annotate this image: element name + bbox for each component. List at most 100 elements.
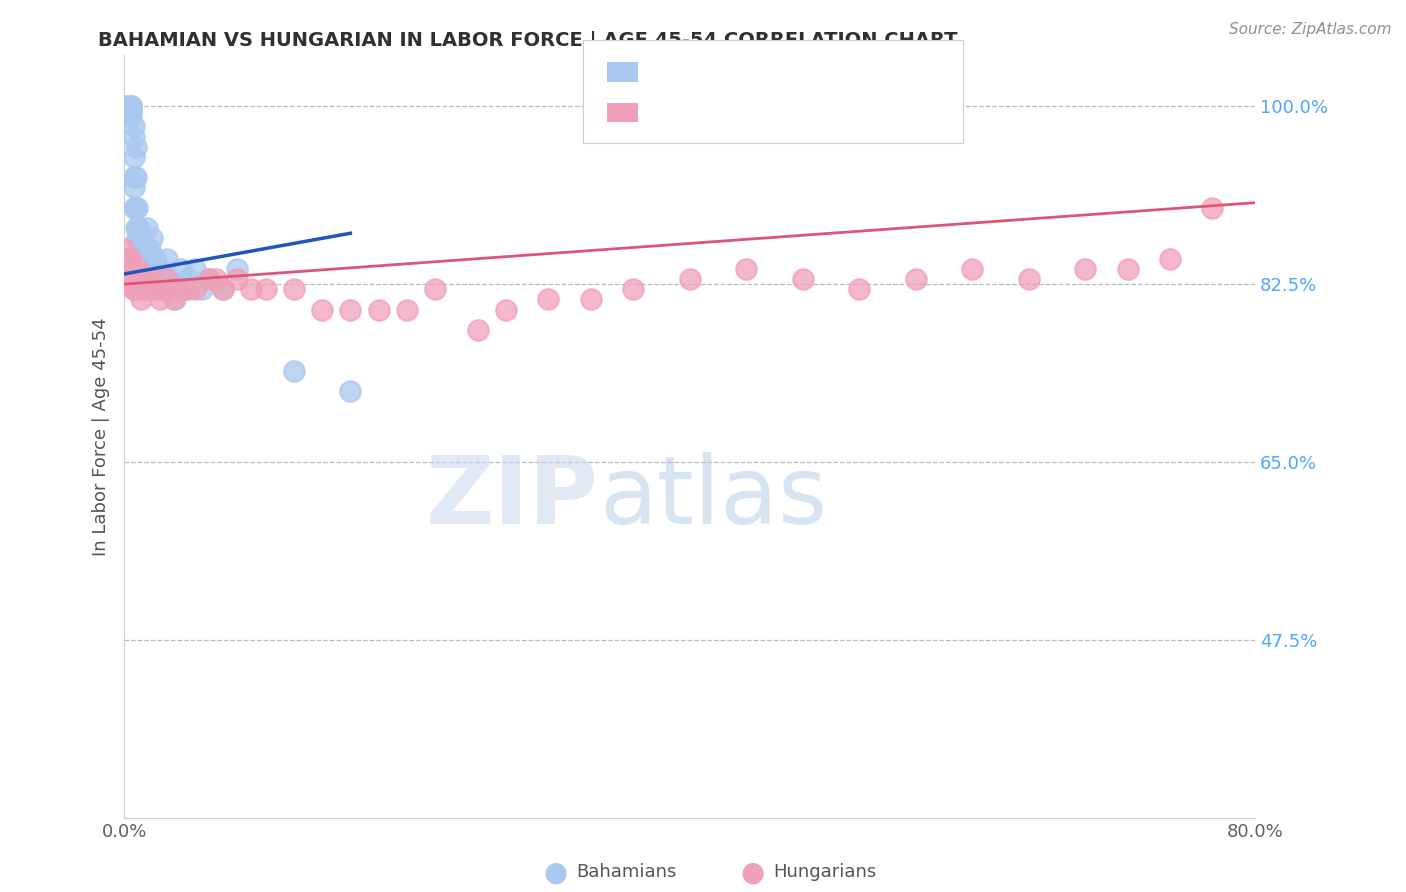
Point (122, 201, 145, 215)
Point (339, 384, 361, 398)
Point (148, 261, 170, 276)
Point (129, 272, 152, 286)
Text: Hungarians: Hungarians (773, 863, 876, 881)
Point (159, 272, 181, 286)
Point (1201, 201, 1223, 215)
Point (120, 109, 142, 123)
Point (129, 252, 152, 266)
Point (125, 231, 148, 245)
Point (191, 282, 214, 296)
Point (127, 231, 149, 245)
Point (226, 272, 249, 286)
Point (122, 129, 145, 144)
Point (120, 99, 142, 113)
Point (1159, 252, 1181, 266)
Point (423, 282, 446, 296)
Point (134, 242, 156, 256)
Point (240, 282, 263, 296)
Point (112, 99, 135, 113)
Point (120, 104, 142, 119)
Point (112, 104, 135, 119)
Point (141, 272, 163, 286)
Text: BAHAMIAN VS HUNGARIAN IN LABOR FORCE | AGE 45-54 CORRELATION CHART: BAHAMIAN VS HUNGARIAN IN LABOR FORCE | A… (98, 31, 957, 51)
Point (156, 252, 179, 266)
Point (904, 272, 927, 286)
Point (205, 272, 228, 286)
Point (170, 282, 193, 296)
Text: ●: ● (740, 858, 765, 887)
Point (135, 282, 157, 296)
Point (678, 272, 700, 286)
Point (122, 272, 145, 286)
Point (124, 272, 146, 286)
Point (124, 170, 146, 185)
Text: atlas: atlas (599, 452, 827, 544)
Point (117, 252, 139, 266)
Point (1074, 261, 1097, 276)
Point (184, 261, 207, 276)
Point (792, 272, 814, 286)
Point (156, 272, 179, 286)
Point (311, 302, 333, 317)
Point (1116, 261, 1139, 276)
Point (135, 242, 157, 256)
Point (163, 293, 186, 307)
Point (159, 282, 181, 296)
Point (367, 302, 389, 317)
Point (120, 104, 142, 119)
Point (579, 293, 602, 307)
Point (121, 282, 143, 296)
Point (143, 282, 166, 296)
Point (122, 150, 145, 164)
Point (124, 140, 146, 154)
Point (226, 261, 249, 276)
Point (254, 282, 277, 296)
Point (143, 252, 166, 266)
Point (170, 261, 193, 276)
Point (198, 272, 221, 286)
Point (141, 231, 163, 245)
Point (125, 221, 148, 235)
Point (960, 261, 983, 276)
Point (120, 261, 142, 276)
Point (467, 323, 489, 337)
Point (112, 242, 135, 256)
Point (127, 242, 149, 256)
Point (1018, 272, 1040, 286)
Text: Source: ZipAtlas.com: Source: ZipAtlas.com (1229, 22, 1392, 37)
Point (127, 252, 149, 266)
Point (162, 282, 184, 296)
Point (212, 282, 235, 296)
Point (134, 261, 156, 276)
Point (124, 221, 146, 235)
Point (125, 201, 148, 215)
Text: N = 59: N = 59 (773, 103, 846, 122)
Point (120, 99, 142, 113)
Point (135, 221, 157, 235)
Point (112, 99, 135, 113)
Point (148, 293, 170, 307)
Point (212, 282, 235, 296)
Point (848, 282, 870, 296)
Point (198, 272, 221, 286)
Point (112, 99, 135, 113)
Point (537, 293, 560, 307)
Point (124, 282, 146, 296)
Point (122, 282, 145, 296)
Point (121, 261, 143, 276)
Point (117, 272, 139, 286)
Point (339, 302, 361, 317)
Text: ZIP: ZIP (426, 452, 599, 544)
Point (283, 282, 305, 296)
Point (395, 302, 418, 317)
Point (148, 282, 170, 296)
Y-axis label: In Labor Force | Age 45-54: In Labor Force | Age 45-54 (93, 318, 110, 556)
Point (165, 293, 187, 307)
Point (184, 282, 207, 296)
Point (122, 120, 145, 134)
Text: R = 0.170: R = 0.170 (650, 103, 756, 122)
Point (167, 282, 190, 296)
Point (152, 282, 174, 296)
Point (283, 364, 305, 378)
Point (132, 282, 155, 296)
